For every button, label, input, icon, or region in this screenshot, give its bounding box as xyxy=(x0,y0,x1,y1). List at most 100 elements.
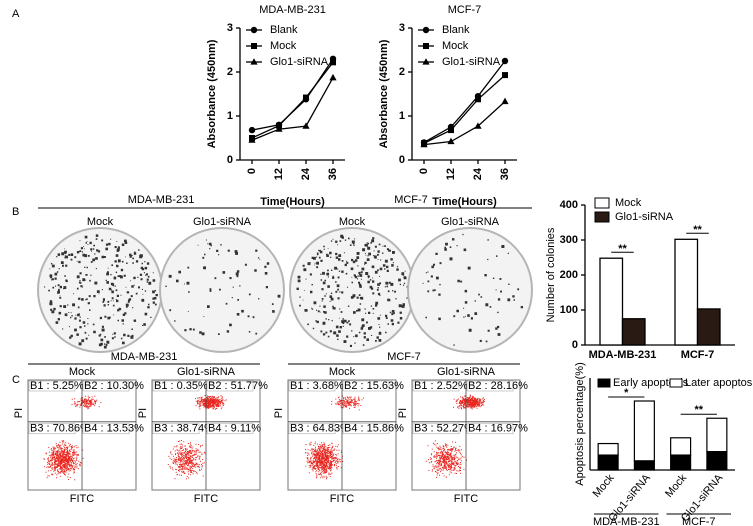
quadrant-label: B1 : 0.35% xyxy=(154,380,208,392)
quadrant-label: B4 : 9.11% xyxy=(208,423,261,435)
quadrant-label: B4 : 16.97% xyxy=(468,423,528,435)
x-tick-label: Mock xyxy=(591,472,617,500)
group-title: MDA-MB-231 xyxy=(111,351,178,363)
y-axis-label: Absorbance (450nm) xyxy=(206,39,218,148)
x-tick-label: MDA-MB-231 xyxy=(589,349,657,361)
quadrant-label: B4 : 13.53% xyxy=(84,423,144,435)
event-dots xyxy=(167,395,227,480)
legend-label: Later apoptosis xyxy=(685,377,753,389)
y-axis-label: PI xyxy=(13,408,25,418)
bar xyxy=(621,318,646,346)
significance-label: * xyxy=(624,387,629,399)
plot-label: Glo1-siRNA xyxy=(437,366,496,378)
x-tick-label: Mock xyxy=(663,472,689,500)
significance-label: ** xyxy=(693,224,702,236)
legend-label: Blank xyxy=(442,24,470,36)
group-title: MDA-MB-231 xyxy=(128,194,195,206)
x-tick-label: 0 xyxy=(246,168,258,174)
marker xyxy=(330,59,336,66)
bar-segment xyxy=(670,454,692,471)
bar-segment xyxy=(597,442,619,456)
y-tick-label: 0 xyxy=(572,339,578,351)
series-line xyxy=(251,61,334,139)
event-dots xyxy=(305,395,364,480)
y-tick-label: 1 xyxy=(227,110,233,122)
quadrant-label-bg xyxy=(28,380,76,392)
quadrant-label-bg xyxy=(466,423,514,435)
quadrant-label: B2 : 28.16% xyxy=(468,380,528,392)
group-title: MCF-7 xyxy=(387,351,421,363)
significance-label: ** xyxy=(694,404,703,416)
plate xyxy=(159,227,285,353)
quadrant-label-bg xyxy=(152,380,200,392)
quadrant-label-bg xyxy=(412,380,460,392)
group-label: MDA-MB-231 xyxy=(593,516,660,526)
y-tick-label: 0 xyxy=(227,154,233,166)
y-axis-label: PI xyxy=(397,408,409,418)
y-axis-label: PI xyxy=(137,408,149,418)
plot-label: Mock xyxy=(69,366,96,378)
x-axis-label: FITC xyxy=(330,493,354,505)
series-line xyxy=(251,77,334,141)
legend-label: Glo1-siRNA xyxy=(615,211,674,223)
marker xyxy=(248,136,256,143)
marker xyxy=(420,140,428,148)
panel-label: B xyxy=(12,206,19,218)
quadrant-label: B2 : 51.77% xyxy=(208,380,268,392)
marker xyxy=(423,43,429,49)
x-tick-label: 24 xyxy=(472,167,484,180)
y-tick-label: 1 xyxy=(399,110,405,122)
quadrant-label: B1 : 3.68% xyxy=(290,380,344,392)
x-tick-label: 0 xyxy=(418,168,430,174)
legend-label: Mock xyxy=(615,197,642,209)
legend-swatch xyxy=(597,378,611,388)
series-line xyxy=(423,100,506,146)
plate-label: Glo1-siRNA xyxy=(441,216,500,228)
marker xyxy=(422,26,430,34)
y-tick-label: 3 xyxy=(399,22,405,34)
quadrant-label-bg xyxy=(152,423,200,435)
plate xyxy=(407,227,533,353)
x-tick-label: 36 xyxy=(327,168,339,180)
plate-label: Mock xyxy=(339,216,366,228)
bar-segment xyxy=(706,417,728,453)
series-line xyxy=(251,58,334,131)
group-label: MCF-7 xyxy=(682,516,716,526)
y-tick-label: 100 xyxy=(560,304,578,316)
legend-swatch xyxy=(594,197,610,209)
chart-title: MDA-MB-231 xyxy=(259,4,326,16)
legend-label: Blank xyxy=(270,24,298,36)
marker xyxy=(275,125,283,132)
significance-label: ** xyxy=(618,243,627,255)
chart-title: MCF-7 xyxy=(448,4,482,16)
marker xyxy=(448,127,454,134)
event-dots xyxy=(43,395,102,481)
quadrant-label-bg xyxy=(288,423,336,435)
quadrant-label: B2 : 10.30% xyxy=(84,380,144,392)
quadrant-label: B3 : 38.74% xyxy=(154,423,214,435)
marker xyxy=(501,97,509,105)
marker xyxy=(250,58,258,65)
quadrant-label: B1 : 5.25% xyxy=(30,380,84,392)
panel-label: A xyxy=(12,8,20,20)
y-tick-label: 300 xyxy=(560,234,578,246)
series-line xyxy=(423,74,506,144)
y-tick-label: 2 xyxy=(399,66,405,78)
x-tick-label: MCF-7 xyxy=(681,349,715,361)
quadrant-label-bg xyxy=(288,380,336,392)
x-axis-label: FITC xyxy=(194,493,218,505)
bar-segment xyxy=(633,400,655,462)
quadrant-label-bg xyxy=(82,380,130,392)
bar-segment xyxy=(597,454,619,471)
bar-segment xyxy=(633,460,655,471)
y-tick-label: 200 xyxy=(560,269,578,281)
legend-label: Mock xyxy=(270,40,297,52)
bar xyxy=(696,308,721,346)
y-tick-label: 0 xyxy=(399,154,405,166)
y-tick-label: 2 xyxy=(227,66,233,78)
quadrant-label: B3 : 52.27% xyxy=(414,423,474,435)
quadrant-label-bg xyxy=(466,380,514,392)
x-axis-label: FITC xyxy=(454,493,478,505)
marker xyxy=(422,58,430,65)
